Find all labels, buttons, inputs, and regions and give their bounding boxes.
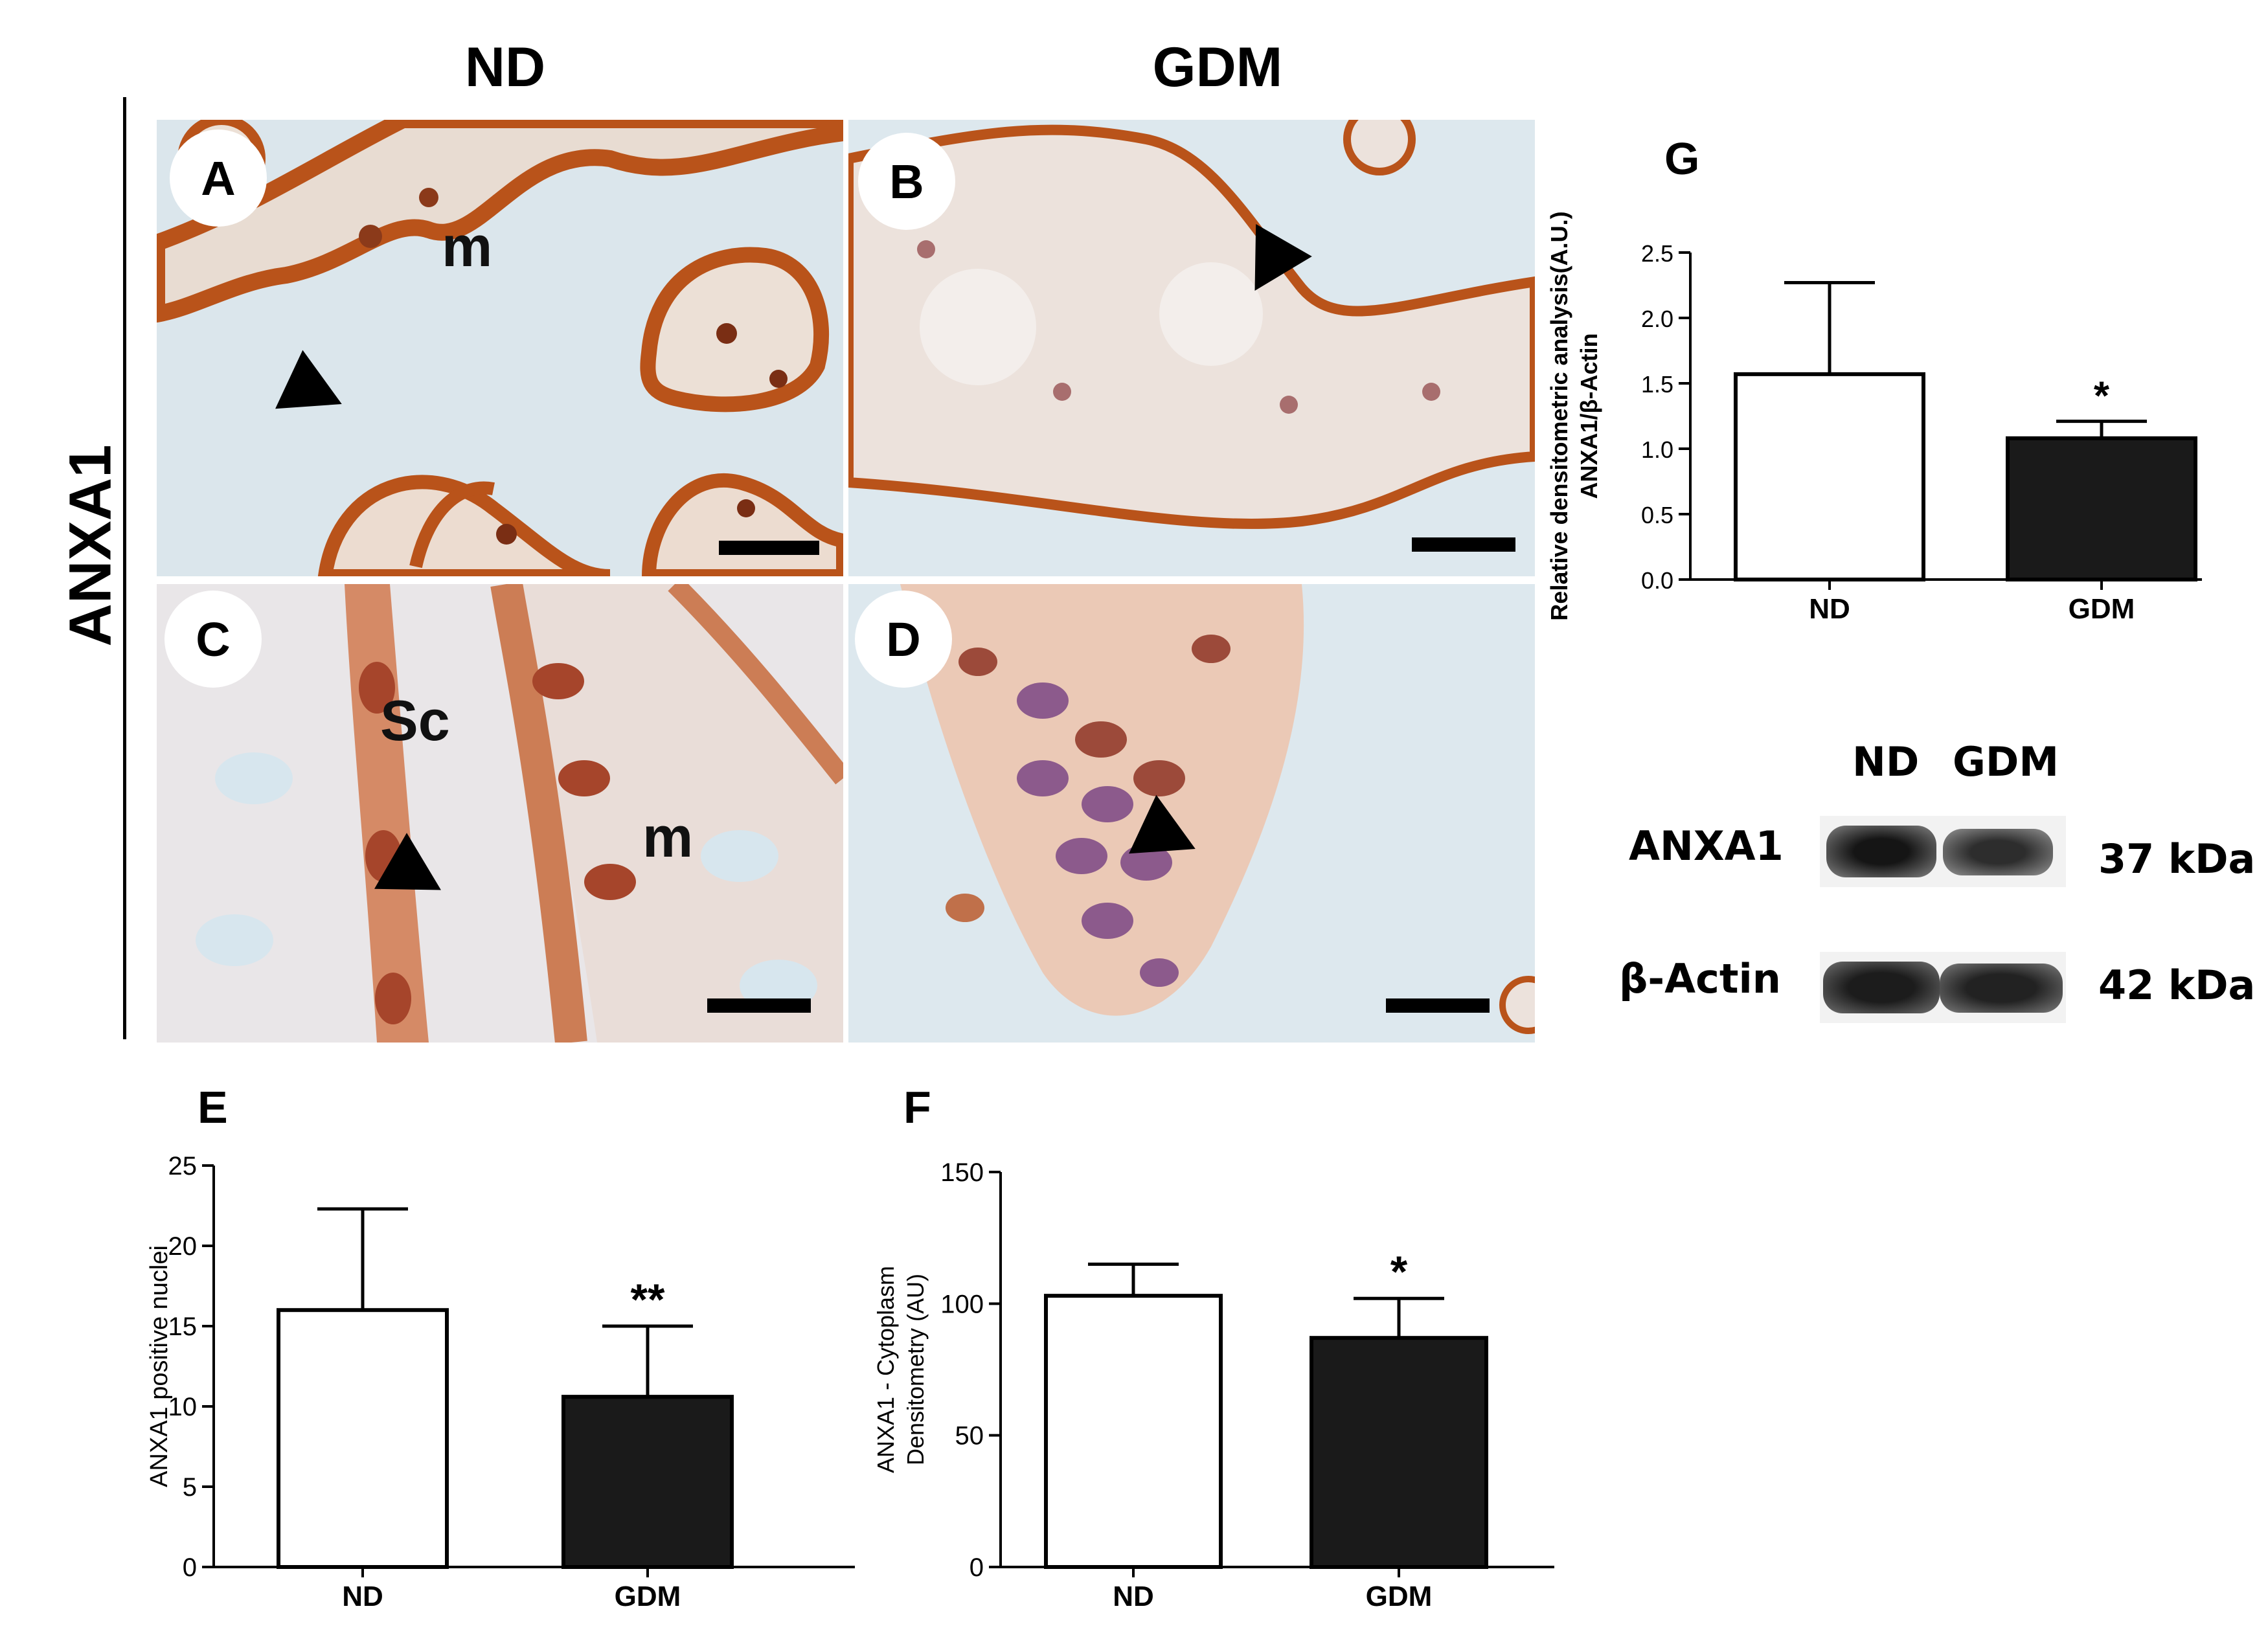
chart-e: 0 5 10 15 20 25 ND GDM ** ANXA1 positive nuclei: [146, 1152, 855, 1612]
chart-f-bar-gdm: [1310, 1336, 1488, 1569]
chart-f-bar-nd: [1044, 1294, 1223, 1569]
blot-size-beta-actin: 42 kDa: [2098, 962, 2256, 1009]
chart-g-y-tick-label: 2.5: [1641, 240, 1673, 267]
chart-e-y-axis-label: ANXA1 positive nuclei: [146, 1245, 173, 1487]
chart-g-bar-nd: [1734, 372, 1925, 581]
blot-header-gdm: GDM: [1953, 738, 2059, 785]
chart-e-y-tick-label: 5: [183, 1473, 197, 1502]
plot-label-f: F: [903, 1082, 931, 1133]
chart-g-y-axis-label: Relative densitometric analysis(A.U.): [1546, 211, 1572, 620]
chart-g-significance-marker: *: [2094, 374, 2110, 419]
plot-label-e: E: [198, 1082, 228, 1133]
chart-f-y-tick-label: 150: [940, 1158, 984, 1187]
annotation-syncytiotrophoblast: Sc: [380, 688, 450, 752]
chart-g-y-axis-label: ANXA1/β-Actin: [1576, 333, 1602, 499]
micrograph-panel-c: C Sc m: [157, 584, 843, 1043]
micrograph-panel-a: A m: [157, 120, 843, 576]
chart-g-y-tick-label: 1.0: [1641, 436, 1673, 463]
micrograph-panel-d: D: [848, 584, 1535, 1043]
annotation-mesenchyme-c: m: [642, 805, 694, 869]
chart-e-y-tick-label: 20: [168, 1232, 198, 1261]
blot-band-actin-gdm: [1940, 964, 2063, 1013]
chart-e-bar-nd: [277, 1308, 449, 1569]
panel-label-a: A: [170, 130, 267, 227]
plot-label-g: G: [1664, 133, 1700, 184]
chart-g-y-tick-label: 2.0: [1641, 306, 1673, 332]
chart-g-category-label-gdm: GDM: [2069, 593, 2135, 625]
chart-f: 0 50 100 150 ND GDM * ANXA1 - Cytoplasm Densitom…: [872, 1158, 1554, 1612]
blot-strip-anxa1: [1820, 816, 2066, 887]
column-header-gdm: GDM: [1152, 36, 1283, 98]
chart-f-significance-marker: *: [1390, 1247, 1408, 1296]
annotation-mesenchyme-a: m: [442, 214, 493, 278]
chart-e-y-tick-label: 15: [168, 1313, 198, 1341]
chart-g-bar-gdm: [2006, 436, 2197, 581]
chart-e-y-tick-label: 0: [183, 1553, 197, 1582]
chart-g-category-label-nd: ND: [1809, 593, 1850, 625]
chart-e-y-tick-label: 10: [168, 1393, 198, 1421]
blot-band-anxa1-gdm: [1943, 829, 2053, 875]
scale-bar-b: [1412, 537, 1515, 552]
panel-label-b: B: [858, 133, 955, 230]
micrograph-c-image: [196, 584, 843, 1043]
scale-bar-a: [719, 541, 819, 555]
chart-g-y-tick-label: 0.5: [1641, 502, 1673, 528]
chart-g-y-tick-label: 1.5: [1641, 371, 1673, 398]
blot-strip-beta-actin: [1820, 952, 2066, 1023]
blot-size-anxa1: 37 kDa: [2098, 835, 2256, 883]
chart-e-bar-gdm: [561, 1395, 734, 1569]
micrograph-b-image: [848, 120, 1535, 530]
chart-f-y-tick-label: 100: [940, 1290, 984, 1318]
blot-label-anxa1: ANXA1: [1629, 822, 1784, 870]
chart-f-category-label-gdm: GDM: [1366, 1581, 1433, 1612]
chart-e-y-tick-label: 25: [168, 1152, 198, 1180]
chart-f-category-label-nd: ND: [1113, 1581, 1154, 1612]
blot-header-nd: ND: [1852, 738, 1920, 785]
blot-label-beta-actin: β-Actin: [1619, 955, 1781, 1002]
row-divider-line: [123, 97, 126, 1039]
chart-g-y-tick-label: 0.0: [1641, 567, 1673, 594]
scale-bar-d: [1386, 998, 1490, 1013]
chart-e-significance-marker: **: [631, 1275, 665, 1324]
panel-label-c: C: [164, 591, 262, 688]
chart-f-y-tick-label: 0: [970, 1553, 984, 1582]
blot-band-anxa1-nd: [1826, 826, 1936, 877]
column-header-nd: ND: [464, 36, 546, 98]
panel-label-d: D: [855, 591, 952, 688]
blot-band-actin-nd: [1823, 962, 1940, 1013]
chart-e-category-label-nd: ND: [342, 1581, 383, 1612]
micrograph-panel-b: B: [848, 120, 1535, 576]
micrograph-d-image: [900, 584, 1535, 1034]
chart-e-category-label-gdm: GDM: [615, 1581, 681, 1612]
chart-f-y-axis-label: ANXA1 - Cytoplasm: [872, 1266, 899, 1473]
row-header-anxa1: ANXA1: [57, 444, 124, 647]
chart-g: 0.0 0.5 1.0 1.5 2.0 2.5 ND GDM * Relative densito…: [1546, 211, 2202, 625]
chart-f-y-axis-label: Densitometry (AU): [902, 1274, 929, 1465]
scale-bar-c: [707, 998, 811, 1013]
chart-f-y-tick-label: 50: [955, 1422, 984, 1450]
